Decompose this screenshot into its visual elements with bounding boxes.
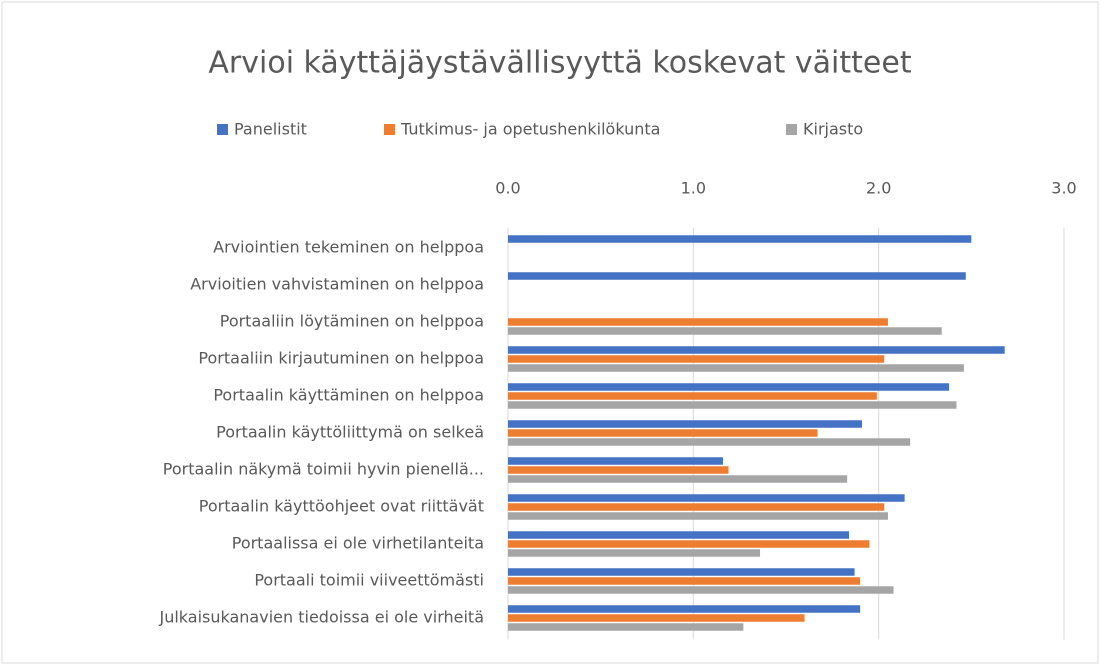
x-tick-label: 3.0: [1051, 179, 1076, 198]
bar: [508, 475, 848, 483]
bar: [508, 364, 964, 372]
bar: [508, 531, 850, 539]
bar: [508, 272, 966, 280]
x-tick-label: 0.0: [495, 179, 520, 198]
y-tick-label: Portaalin käyttöliittymä on selkeä: [216, 423, 484, 442]
y-tick-label: Julkaisukanavien tiedoissa ei ole virhei…: [158, 608, 484, 627]
legend-label: Panelistit: [234, 120, 307, 139]
bar: [508, 540, 870, 548]
legend-swatch: [217, 124, 228, 135]
bar: [508, 429, 818, 437]
x-tick-label: 1.0: [681, 179, 706, 198]
bar: [508, 457, 723, 465]
bar: [508, 568, 855, 576]
y-tick-label: Portaalissa ei ole virhetilanteita: [232, 534, 484, 553]
x-tick-label: 2.0: [866, 179, 891, 198]
legend-label: Tutkimus- ja opetushenkilökunta: [400, 120, 660, 139]
bar: [508, 401, 957, 409]
legend-label: Kirjasto: [803, 120, 863, 139]
y-tick-label: Portaali toimii viiveettömästi: [254, 571, 484, 590]
y-tick-label: Portaaliin löytäminen on helppoa: [220, 312, 484, 331]
bar: [508, 494, 905, 502]
bar: [508, 383, 950, 391]
bar: [508, 327, 942, 335]
chart-title: Arvioi käyttäjäystävällisyyttä koskevat …: [208, 46, 911, 81]
bar: [508, 420, 862, 428]
bar: [508, 318, 888, 326]
bar: [508, 392, 877, 400]
bar: [508, 503, 885, 511]
bar: [508, 623, 744, 631]
bar: [508, 614, 805, 622]
legend-swatch: [786, 124, 797, 135]
y-tick-label: Portaalin näkymä toimii hyvin pienellä..…: [163, 460, 484, 479]
y-tick-label: Arvioitien vahvistaminen on helppoa: [190, 275, 484, 294]
bar: [508, 346, 1005, 354]
bar: [508, 512, 888, 520]
bar: [508, 586, 894, 594]
y-tick-label: Portaalin käyttäminen on helppoa: [213, 386, 484, 405]
legend-swatch: [384, 124, 395, 135]
bar: [508, 355, 885, 363]
bar: [508, 577, 861, 585]
bar: [508, 438, 911, 446]
y-tick-label: Portaalin käyttöohjeet ovat riittävät: [199, 497, 484, 516]
y-tick-label: Portaaliin kirjautuminen on helppoa: [198, 349, 484, 368]
bar: [508, 466, 729, 474]
bar: [508, 605, 861, 613]
bar: [508, 235, 972, 243]
y-tick-label: Arviointien tekeminen on helppoa: [213, 238, 484, 257]
bar: [508, 549, 761, 557]
